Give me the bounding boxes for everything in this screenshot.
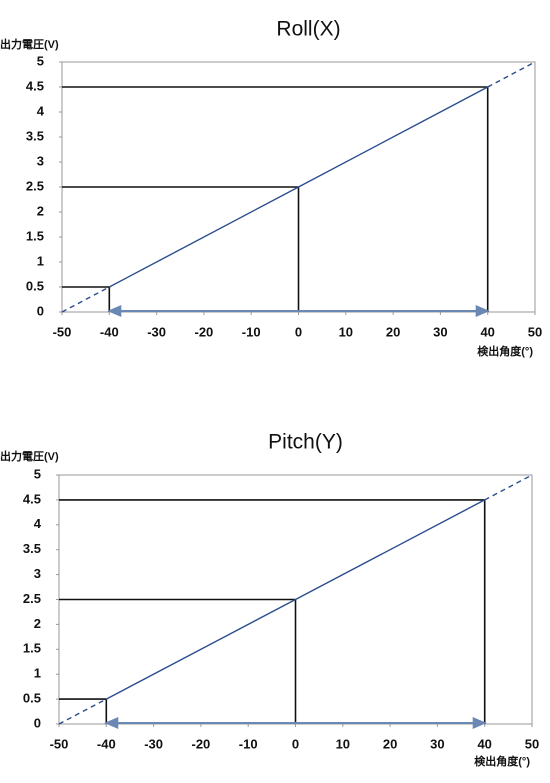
- x-tick-label: 50: [525, 736, 539, 751]
- y-axis-label: 出力電圧(V): [0, 449, 59, 463]
- x-axis-label: 検出角度(°): [477, 344, 533, 358]
- x-tick-label: 50: [528, 324, 542, 339]
- y-tick-label: 5: [34, 466, 41, 481]
- chart-title: Pitch(Y): [268, 431, 343, 454]
- data-line: [108, 86, 489, 288]
- x-tick-label: 40: [480, 324, 494, 339]
- y-tick-label: 4: [37, 103, 45, 118]
- x-tick-label: -40: [100, 324, 119, 339]
- x-tick-label: -30: [144, 736, 163, 751]
- x-tick-label: -40: [97, 736, 116, 751]
- y-tick-label: 3.5: [23, 541, 41, 556]
- y-tick-label: 0.5: [26, 278, 44, 293]
- y-tick-label: 2: [37, 203, 44, 218]
- x-tick-label: 0: [292, 736, 299, 751]
- y-tick-label: 3.5: [26, 128, 44, 143]
- y-tick-label: 2: [34, 616, 41, 631]
- x-tick-label: -20: [195, 324, 214, 339]
- x-tick-label: -10: [239, 736, 258, 751]
- y-tick-label: 1: [37, 253, 44, 268]
- y-tick-label: 4.5: [26, 78, 44, 93]
- y-tick-label: 3: [34, 566, 41, 581]
- x-tick-label: 30: [433, 324, 447, 339]
- y-tick-label: 0: [34, 715, 41, 730]
- x-tick-label: -20: [192, 736, 211, 751]
- x-tick-label: 30: [430, 736, 444, 751]
- y-tick-label: 4: [34, 516, 42, 531]
- x-axis-label: 検出角度(°): [474, 754, 530, 768]
- y-tick-label: 1: [34, 666, 41, 681]
- y-tick-label: 5: [37, 53, 44, 68]
- x-tick-label: 20: [386, 324, 400, 339]
- x-tick-label: 10: [336, 736, 350, 751]
- y-tick-label: 4.5: [23, 491, 41, 506]
- x-tick-label: 40: [477, 736, 491, 751]
- chart-title: Roll(X): [276, 18, 340, 41]
- x-tick-label: -30: [147, 324, 166, 339]
- y-axis-label: 出力電圧(V): [0, 37, 59, 51]
- y-tick-label: 0: [37, 303, 44, 318]
- x-tick-label: 10: [339, 324, 353, 339]
- x-tick-label: -50: [50, 736, 69, 751]
- y-tick-label: 2.5: [23, 591, 41, 606]
- y-tick-label: 1.5: [23, 641, 41, 656]
- x-tick-label: -10: [242, 324, 261, 339]
- y-tick-label: 3: [37, 153, 44, 168]
- x-tick-label: 20: [383, 736, 397, 751]
- y-tick-label: 2.5: [26, 178, 44, 193]
- x-tick-label: 0: [295, 324, 302, 339]
- data-line: [105, 499, 486, 700]
- y-tick-label: 0.5: [23, 691, 41, 706]
- x-tick-label: -50: [53, 324, 72, 339]
- y-tick-label: 1.5: [26, 228, 44, 243]
